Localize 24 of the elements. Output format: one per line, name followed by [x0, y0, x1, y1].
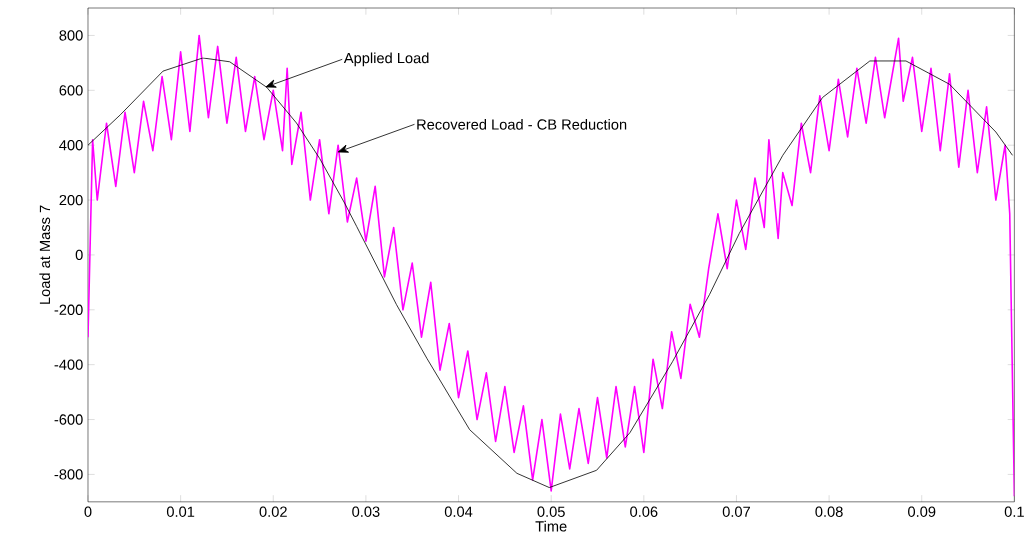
x-tick-label: 0.01 [166, 506, 195, 518]
annotation: Applied Load [343, 52, 429, 67]
x-tick-label: 0.06 [630, 506, 658, 518]
x-tick-label: 0.1 [1004, 506, 1024, 518]
y-tick-label: 200 [59, 194, 83, 206]
x-tick-label: 0 [84, 506, 92, 518]
x-tick-label: 0.07 [722, 506, 750, 518]
y-tick-label: 0 [75, 249, 83, 261]
y-tick-label: 600 [59, 85, 83, 96]
annotation: Recovered Load - CB Reduction [417, 119, 627, 130]
y-tick-label: 400 [59, 140, 83, 151]
x-axis-title: Time [535, 520, 567, 532]
y-tick-label: 800 [59, 30, 83, 41]
x-tick-label: 0.09 [908, 506, 936, 518]
y-tick-label: -800 [54, 469, 83, 480]
y-axis-title: Load at Mass 7 [39, 205, 51, 304]
x-tick-label: 0.03 [352, 506, 380, 518]
x-tick-label: 0.02 [259, 506, 287, 518]
y-tick-label: -200 [54, 304, 83, 316]
y-tick-label: -600 [54, 414, 83, 425]
x-tick-label: 0.05 [537, 506, 565, 518]
y-tick-label: -400 [54, 359, 83, 370]
x-tick-label: 0.04 [444, 506, 473, 518]
x-tick-label: 0.08 [815, 506, 843, 518]
